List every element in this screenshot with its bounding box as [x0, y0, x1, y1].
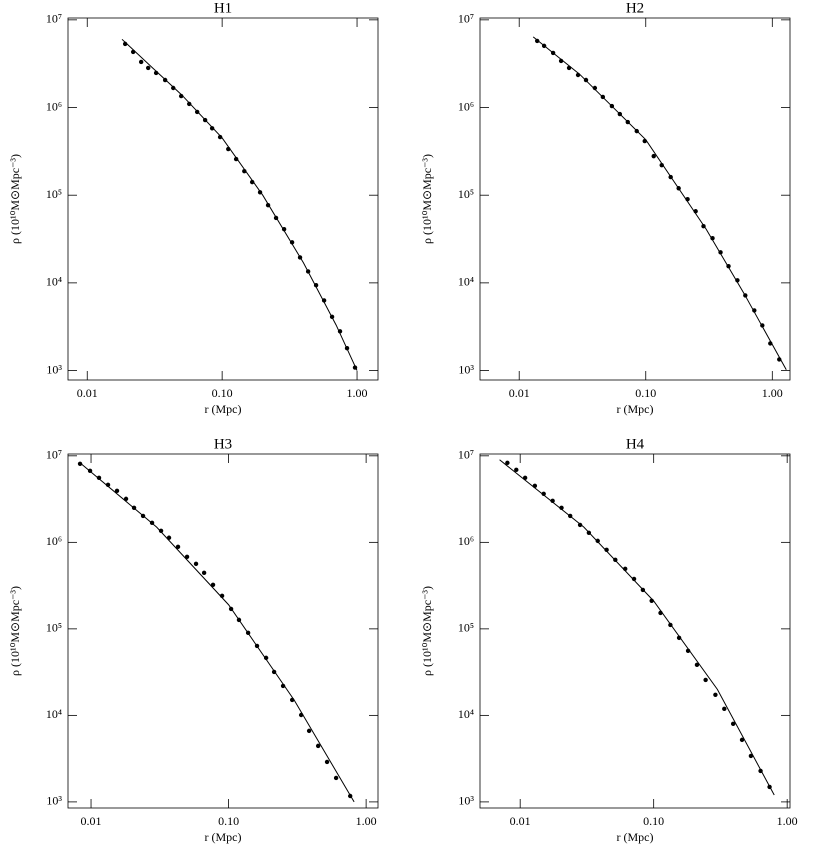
- x-tick-label: 0.01: [510, 814, 531, 828]
- y-axis-label: ρ (10¹⁰M⊙Mpc⁻³): [8, 586, 22, 676]
- data-point: [145, 65, 151, 71]
- y-tick-label: 10⁶: [458, 534, 474, 548]
- y-tick-label: 10⁷: [46, 448, 62, 462]
- data-point: [175, 544, 181, 550]
- panel: H3 r (Mpc) ρ (10¹⁰M⊙Mpc⁻³) 0.01 0.10 1.00 10³ 1…: [8, 436, 379, 844]
- y-tick-label: 10⁴: [46, 275, 62, 289]
- data-point: [694, 662, 700, 668]
- y-tick-label: 10⁴: [458, 707, 474, 721]
- y-tick-label: 10⁷: [458, 12, 474, 26]
- data-point: [187, 101, 192, 107]
- data-point: [631, 576, 637, 582]
- data-point: [306, 728, 312, 734]
- data-point: [595, 538, 600, 544]
- y-tick-label: 10⁷: [46, 12, 62, 26]
- plot-frame: [479, 17, 791, 381]
- fit-line: [532, 36, 787, 371]
- x-tick-label: 0.10: [643, 814, 664, 828]
- data-point: [333, 775, 339, 781]
- data-point: [96, 475, 102, 481]
- data-point: [592, 85, 598, 91]
- data-point: [315, 743, 321, 749]
- data-point: [217, 134, 223, 140]
- fit-line: [499, 459, 775, 796]
- x-tick-label: 0.01: [77, 386, 98, 400]
- data-point: [534, 38, 540, 44]
- plot-frame: [479, 453, 791, 809]
- data-point: [550, 498, 555, 504]
- data-point: [114, 488, 120, 494]
- y-tick-label: 10⁶: [46, 99, 62, 113]
- data-point: [184, 554, 190, 560]
- data-point: [730, 721, 736, 727]
- data-point: [710, 236, 715, 241]
- x-tick-label: 0.10: [218, 814, 239, 828]
- x-tick-label: 1.00: [347, 386, 368, 400]
- data-point: [748, 753, 754, 759]
- x-tick-label: 1.00: [777, 814, 798, 828]
- x-tick-label: 0.10: [212, 386, 233, 400]
- y-tick-label: 10³: [458, 794, 474, 808]
- y-tick-label: 10⁵: [458, 621, 474, 635]
- y-tick-label: 10³: [46, 362, 62, 376]
- x-axis-label: r (Mpc): [205, 830, 242, 844]
- y-axis-label: ρ (10¹⁰M⊙Mpc⁻³): [420, 586, 434, 676]
- fit-line: [121, 38, 358, 371]
- y-tick-label: 10⁶: [458, 99, 474, 113]
- y-tick-label: 10⁵: [46, 187, 62, 201]
- x-tick-label: 0.01: [509, 386, 530, 400]
- panel: H1 r (Mpc) ρ (10¹⁰M⊙Mpc⁻³) 0.01 0.10 1.00 10³ 1…: [8, 0, 379, 416]
- plot-frame: [67, 453, 379, 809]
- x-tick-label: 0.10: [635, 386, 656, 400]
- x-axis-label: r (Mpc): [205, 402, 242, 416]
- data-point: [158, 528, 164, 533]
- data-point: [735, 278, 740, 283]
- y-tick-label: 10⁴: [458, 275, 474, 289]
- data-point: [193, 561, 199, 567]
- data-point: [514, 467, 519, 473]
- y-tick-label: 10³: [46, 794, 62, 808]
- data-point: [263, 655, 269, 661]
- panel-title: H1: [214, 0, 232, 16]
- x-tick-label: 1.00: [762, 386, 783, 400]
- panel: H4 r (Mpc) ρ (10¹⁰M⊙Mpc⁻³) 0.01 0.10 1.00 10³ 1…: [420, 436, 798, 843]
- data-point: [739, 737, 745, 743]
- data-point: [541, 491, 546, 497]
- y-axis-label: ρ (10¹⁰M⊙Mpc⁻³): [8, 154, 22, 244]
- panel-title: H4: [626, 436, 645, 452]
- data-point: [676, 635, 682, 641]
- x-tick-label: 1.00: [356, 814, 377, 828]
- y-tick-label: 10⁶: [46, 534, 62, 548]
- data-point: [171, 85, 176, 91]
- data-point: [233, 156, 239, 162]
- data-point: [651, 153, 656, 159]
- y-tick-label: 10⁵: [458, 187, 474, 201]
- y-axis-label: ρ (10¹⁰M⊙Mpc⁻³): [420, 154, 434, 244]
- y-tick-label: 10⁷: [458, 448, 474, 462]
- y-tick-label: 10⁵: [46, 621, 62, 635]
- data-point: [209, 126, 215, 131]
- x-axis-label: r (Mpc): [617, 402, 654, 416]
- data-point: [713, 692, 718, 697]
- data-point: [505, 460, 510, 466]
- x-tick-label: 0.01: [81, 814, 102, 828]
- data-point: [210, 582, 216, 588]
- panel: H2 r (Mpc) ρ (10¹⁰M⊙Mpc⁻³) 0.01 0.10 1.00 10³ 1…: [420, 0, 791, 416]
- plot-frame: [67, 17, 379, 381]
- data-point: [324, 759, 330, 765]
- fit-line: [79, 462, 355, 803]
- data-point: [722, 706, 727, 712]
- data-point: [703, 677, 708, 683]
- data-point: [604, 547, 609, 553]
- data-point: [201, 570, 207, 576]
- panel-title: H3: [214, 436, 232, 452]
- x-axis-label: r (Mpc): [617, 830, 654, 844]
- panel-title: H2: [626, 0, 644, 16]
- y-tick-label: 10⁴: [46, 707, 62, 721]
- y-tick-label: 10³: [458, 362, 474, 376]
- data-point: [138, 59, 144, 65]
- data-point: [77, 461, 83, 466]
